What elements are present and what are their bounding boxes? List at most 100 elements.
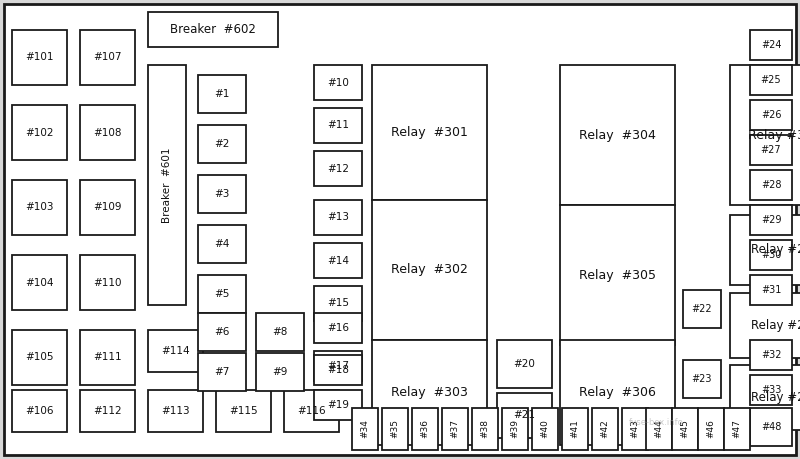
Bar xyxy=(314,200,362,235)
Bar xyxy=(12,30,67,85)
Bar xyxy=(284,390,339,432)
Bar xyxy=(560,65,675,205)
Text: #20: #20 xyxy=(514,359,535,369)
Text: fuse-box.info: fuse-box.info xyxy=(629,418,683,427)
Text: #27: #27 xyxy=(761,145,782,155)
Bar xyxy=(502,408,528,450)
Bar xyxy=(314,351,362,381)
Bar xyxy=(12,390,67,432)
Bar xyxy=(198,275,246,313)
Text: #30: #30 xyxy=(761,250,781,260)
Text: #9: #9 xyxy=(272,367,288,377)
Bar xyxy=(750,275,792,305)
Bar xyxy=(314,313,362,343)
Text: #44: #44 xyxy=(654,420,663,438)
Text: Relay #210: Relay #210 xyxy=(750,244,800,257)
Bar xyxy=(750,340,792,370)
Bar xyxy=(198,125,246,163)
Bar xyxy=(372,340,487,445)
Bar xyxy=(497,393,552,438)
Bar xyxy=(148,390,203,432)
Bar xyxy=(12,180,67,235)
Text: #24: #24 xyxy=(761,40,782,50)
Bar xyxy=(198,313,246,351)
Bar xyxy=(148,65,186,305)
Text: Relay  #302: Relay #302 xyxy=(391,263,468,276)
Bar xyxy=(314,65,362,100)
Text: #2: #2 xyxy=(214,139,230,149)
Bar xyxy=(198,225,246,263)
Bar xyxy=(750,30,792,60)
Bar xyxy=(592,408,618,450)
Bar xyxy=(562,408,588,450)
Text: #102: #102 xyxy=(26,128,54,138)
Text: #34: #34 xyxy=(361,420,370,438)
Bar xyxy=(750,65,792,95)
Bar xyxy=(216,390,271,432)
Text: #35: #35 xyxy=(390,420,399,438)
Bar xyxy=(683,290,721,328)
Text: Relay  #303: Relay #303 xyxy=(391,386,468,399)
Bar xyxy=(672,408,698,450)
Bar xyxy=(730,65,800,205)
Text: #12: #12 xyxy=(327,163,349,174)
Bar xyxy=(80,330,135,385)
Text: #114: #114 xyxy=(161,346,190,356)
Bar xyxy=(560,205,675,345)
Text: #47: #47 xyxy=(733,420,742,438)
Bar xyxy=(683,360,721,398)
Text: #17: #17 xyxy=(327,361,349,371)
Text: #113: #113 xyxy=(161,406,190,416)
Text: Relay #212: Relay #212 xyxy=(750,391,800,404)
Text: #37: #37 xyxy=(450,420,459,438)
Bar xyxy=(314,286,362,321)
Bar xyxy=(750,135,792,165)
Text: #41: #41 xyxy=(570,420,579,438)
Bar xyxy=(198,353,246,391)
Bar xyxy=(730,365,800,430)
Text: #109: #109 xyxy=(94,202,122,213)
Bar xyxy=(314,151,362,186)
Text: #36: #36 xyxy=(421,420,430,438)
Bar xyxy=(198,75,246,113)
Bar xyxy=(80,30,135,85)
Bar xyxy=(560,340,675,445)
Text: #7: #7 xyxy=(214,367,230,377)
Text: #112: #112 xyxy=(93,406,122,416)
Bar xyxy=(12,105,67,160)
Bar xyxy=(750,240,792,270)
Text: #21: #21 xyxy=(514,410,535,420)
Text: #11: #11 xyxy=(327,121,349,130)
Bar xyxy=(314,355,362,385)
Text: #5: #5 xyxy=(214,289,230,299)
Bar xyxy=(730,293,800,358)
Text: #29: #29 xyxy=(761,215,782,225)
Bar xyxy=(12,255,67,310)
Text: Relay  #304: Relay #304 xyxy=(579,129,656,141)
Bar xyxy=(80,180,135,235)
Bar xyxy=(80,390,135,432)
Bar xyxy=(750,205,792,235)
Bar xyxy=(148,12,278,47)
Bar xyxy=(472,408,498,450)
Bar xyxy=(724,408,750,450)
Bar xyxy=(442,408,468,450)
Text: #14: #14 xyxy=(327,256,349,265)
Text: #19: #19 xyxy=(327,400,349,410)
Bar xyxy=(352,408,378,450)
Text: #46: #46 xyxy=(706,420,715,438)
Text: Relay  #305: Relay #305 xyxy=(579,269,656,281)
Text: #26: #26 xyxy=(761,110,782,120)
Bar xyxy=(532,408,558,450)
Bar xyxy=(198,175,246,213)
Text: Relay  #301: Relay #301 xyxy=(391,126,468,139)
Text: Relay #307: Relay #307 xyxy=(749,129,800,141)
Bar xyxy=(750,408,792,446)
Text: #28: #28 xyxy=(761,180,782,190)
Text: #105: #105 xyxy=(26,353,54,363)
Text: #16: #16 xyxy=(327,323,349,333)
Text: #103: #103 xyxy=(26,202,54,213)
Text: #13: #13 xyxy=(327,213,349,223)
Text: #43: #43 xyxy=(630,420,639,438)
Text: #32: #32 xyxy=(761,350,782,360)
